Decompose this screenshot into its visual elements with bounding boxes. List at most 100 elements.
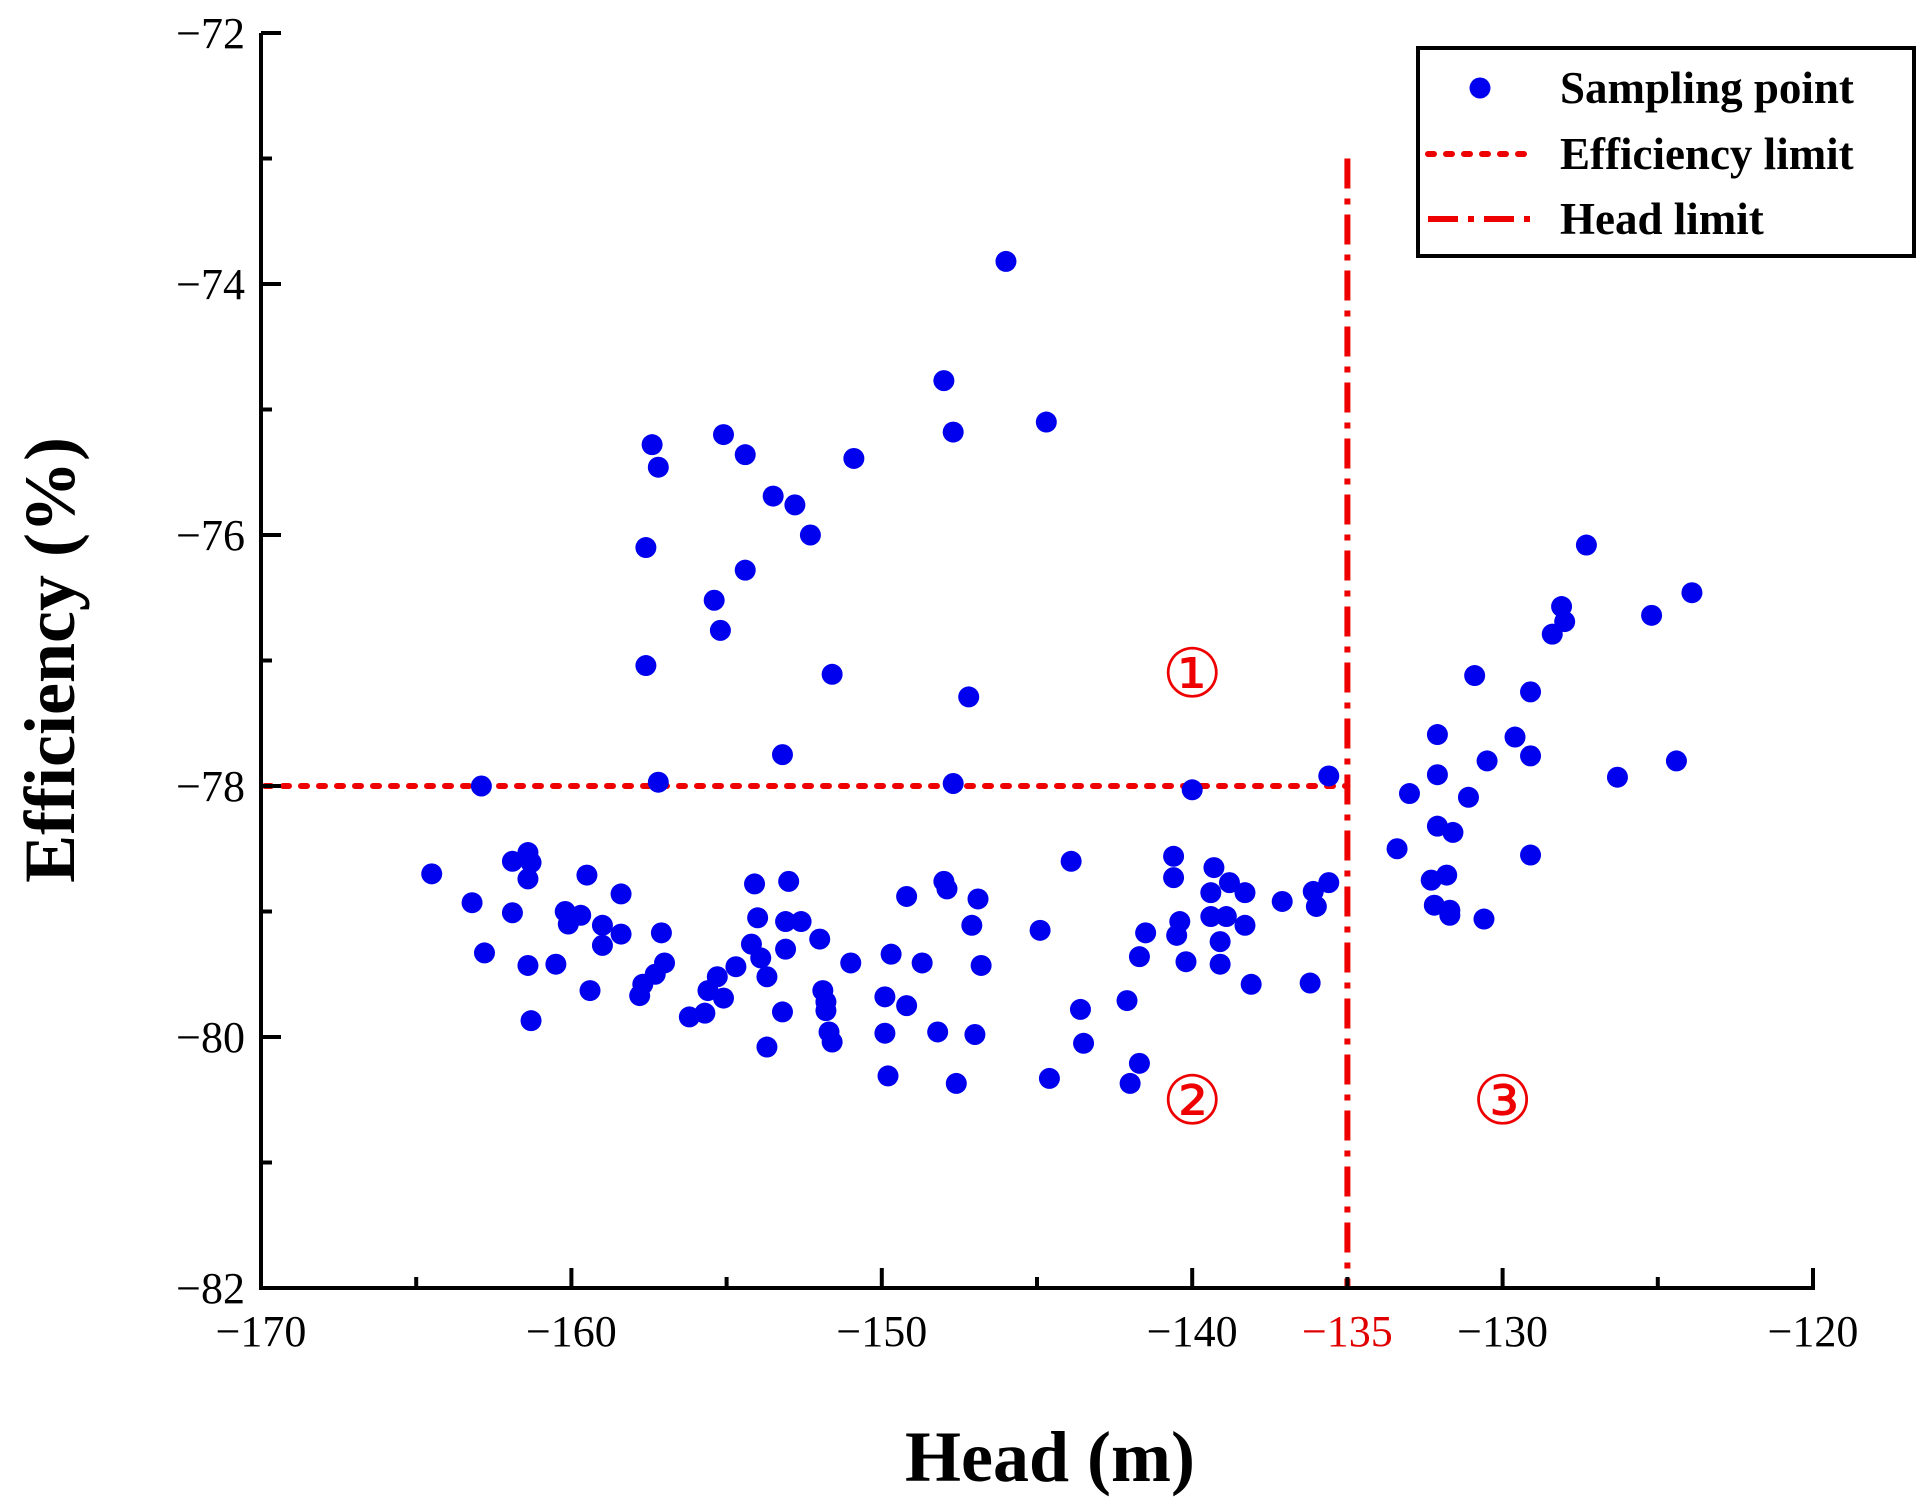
data-point: [654, 952, 676, 974]
data-point: [647, 771, 669, 793]
data-point: [964, 1023, 986, 1045]
data-point: [545, 953, 567, 975]
data-point: [1305, 895, 1327, 917]
data-point: [927, 1021, 949, 1043]
data-point: [762, 485, 784, 507]
data-point: [1060, 850, 1082, 872]
data-point: [1520, 844, 1542, 866]
data-point: [961, 914, 983, 936]
y-tick-label: −78: [176, 762, 245, 811]
data-point: [995, 250, 1017, 272]
data-point: [1504, 726, 1526, 748]
data-point: [1203, 857, 1225, 879]
data-point: [1163, 867, 1185, 889]
data-point: [1234, 914, 1256, 936]
x-ticks: −170 −160 −150 −140 −130 −120 −135: [216, 1268, 1858, 1356]
data-point: [1318, 872, 1340, 894]
data-point: [1606, 766, 1628, 788]
data-point: [1116, 990, 1138, 1012]
data-point: [945, 1072, 967, 1094]
data-point: [579, 980, 601, 1002]
y-tick-label: −80: [176, 1013, 245, 1062]
data-point: [1209, 953, 1231, 975]
data-point: [1209, 931, 1231, 953]
data-point: [1436, 864, 1458, 886]
data-point: [1181, 779, 1203, 801]
data-point: [1073, 1032, 1095, 1054]
y-ticks: −82 −80 −78 −76 −74 −72: [176, 9, 281, 1313]
data-point: [1200, 882, 1222, 904]
data-point: [771, 744, 793, 766]
data-point: [874, 986, 896, 1008]
data-point: [1128, 1052, 1150, 1074]
data-point: [501, 850, 523, 872]
data-point: [570, 904, 592, 926]
data-point: [461, 892, 483, 914]
data-point: [1135, 922, 1157, 944]
legend-label-efficiency-limit: Efficiency limit: [1560, 129, 1854, 179]
x-tick-label: −170: [216, 1307, 307, 1356]
data-point: [1457, 786, 1479, 808]
region-label-2: ②: [1162, 1062, 1223, 1141]
data-point: [1218, 872, 1240, 894]
data-point: [1128, 946, 1150, 968]
data-point: [694, 1002, 716, 1024]
data-point: [1426, 764, 1448, 786]
data-point: [970, 954, 992, 976]
data-point: [750, 947, 772, 969]
data-point: [809, 928, 831, 950]
data-point: [756, 1036, 778, 1058]
x-tick-label: −160: [526, 1307, 617, 1356]
y-tick-label: −82: [176, 1264, 245, 1313]
data-point: [1554, 611, 1576, 633]
data-point: [709, 619, 731, 641]
data-point: [1169, 911, 1191, 933]
data-point: [840, 952, 862, 974]
data-point: [610, 923, 632, 945]
y-axis-title: Efficiency (%): [10, 437, 90, 883]
sampling-points: [421, 250, 1703, 1094]
x-tick-label: −130: [1457, 1307, 1548, 1356]
legend-label-sampling-point: Sampling point: [1560, 63, 1854, 113]
data-point: [520, 1010, 542, 1032]
data-point: [470, 775, 492, 797]
data-point: [1240, 973, 1262, 995]
x-axis-title: Head (m): [905, 1417, 1195, 1497]
data-point: [756, 966, 778, 988]
data-point: [725, 956, 747, 978]
data-point: [1175, 951, 1197, 973]
legend: Sampling point Efficiency limit Head lim…: [1416, 46, 1916, 258]
data-point: [1200, 906, 1222, 928]
legend-marker-sampling-point: [1469, 77, 1491, 99]
y-tick-label: −76: [176, 511, 245, 560]
data-point: [734, 444, 756, 466]
data-point: [1318, 765, 1340, 787]
data-point: [1271, 890, 1293, 912]
data-point: [1234, 882, 1256, 904]
data-point: [744, 873, 766, 895]
data-point: [591, 934, 613, 956]
data-point: [591, 914, 613, 936]
data-point: [517, 868, 539, 890]
data-point: [967, 888, 989, 910]
data-point: [958, 686, 980, 708]
data-point: [1575, 534, 1597, 556]
data-point: [647, 456, 669, 478]
data-point: [1386, 838, 1408, 860]
data-point: [1398, 783, 1420, 805]
data-point: [784, 494, 806, 516]
data-point: [421, 863, 443, 885]
data-point: [635, 537, 657, 559]
data-point: [1215, 906, 1237, 928]
data-point: [1069, 998, 1091, 1020]
data-point: [874, 1022, 896, 1044]
data-point: [1119, 1072, 1141, 1094]
region-labels: ① ② ③: [1162, 635, 1533, 1141]
legend-label-head-limit: Head limit: [1560, 194, 1764, 244]
data-point: [576, 864, 598, 886]
data-point: [821, 663, 843, 685]
data-point: [712, 987, 734, 1009]
region-label-1: ①: [1162, 635, 1223, 714]
data-point: [936, 878, 958, 900]
